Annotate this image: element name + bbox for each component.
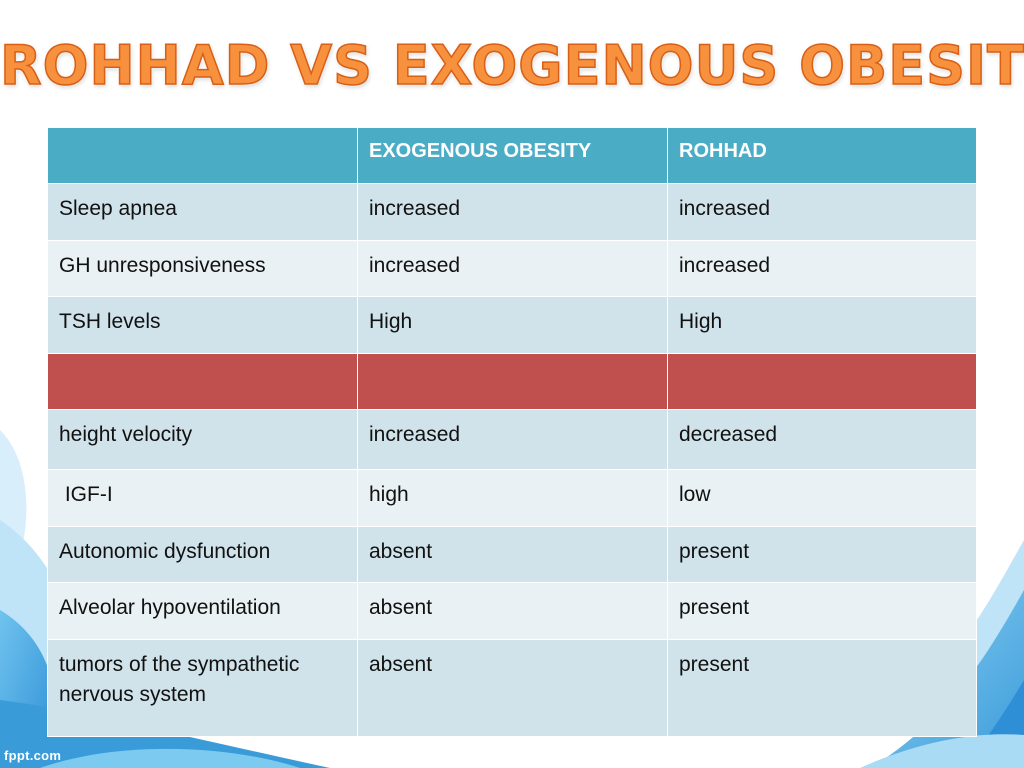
table-row: tumors of the sympathetic nervous system… — [47, 639, 977, 737]
exogenous-cell: increased — [357, 183, 668, 241]
separator-cell — [357, 353, 668, 410]
footer-brand: fppt.com — [4, 748, 62, 763]
rohhad-cell: present — [667, 582, 977, 640]
rohhad-cell: increased — [667, 240, 977, 297]
feature-cell: GH unresponsiveness — [47, 240, 358, 297]
feature-cell: TSH levels — [47, 296, 358, 354]
table-row: Sleep apnea increased increased — [47, 183, 977, 241]
exogenous-cell: High — [357, 296, 668, 354]
feature-cell: Sleep apnea — [47, 183, 358, 241]
rohhad-cell: present — [667, 526, 977, 583]
header-cell-rohhad: ROHHAD — [667, 127, 977, 184]
table-row: height velocity increased decreased — [47, 409, 977, 470]
rohhad-cell: low — [667, 469, 977, 527]
table-header-row: EXOGENOUS OBESITY ROHHAD — [47, 127, 977, 184]
separator-row — [47, 353, 977, 410]
table-row: Autonomic dysfunction absent present — [47, 526, 977, 583]
exogenous-cell: high — [357, 469, 668, 527]
header-cell-exogenous-obesity: EXOGENOUS OBESITY — [357, 127, 668, 184]
table-row: TSH levels High High — [47, 296, 977, 354]
exogenous-cell: absent — [357, 582, 668, 640]
rohhad-cell: present — [667, 639, 977, 737]
comparison-table: EXOGENOUS OBESITY ROHHAD Sleep apnea inc… — [47, 127, 977, 737]
feature-cell: tumors of the sympathetic nervous system — [47, 639, 358, 737]
feature-cell: height velocity — [47, 409, 358, 470]
feature-cell: IGF-I — [47, 469, 358, 527]
table-row: GH unresponsiveness increased increased — [47, 240, 977, 297]
feature-cell: Autonomic dysfunction — [47, 526, 358, 583]
rohhad-cell: increased — [667, 183, 977, 241]
separator-cell — [667, 353, 977, 410]
exogenous-cell: absent — [357, 639, 668, 737]
separator-cell — [47, 353, 358, 410]
exogenous-cell: increased — [357, 409, 668, 470]
rohhad-cell: decreased — [667, 409, 977, 470]
table-row: IGF-I high low — [47, 469, 977, 527]
feature-cell: Alveolar hypoventilation — [47, 582, 358, 640]
header-cell-feature — [47, 127, 358, 184]
exogenous-cell: increased — [357, 240, 668, 297]
table-row: Alveolar hypoventilation absent present — [47, 582, 977, 640]
exogenous-cell: absent — [357, 526, 668, 583]
slide-title: ROHHAD VS EXOGENOUS OBESITY — [0, 33, 1024, 98]
rohhad-cell: High — [667, 296, 977, 354]
